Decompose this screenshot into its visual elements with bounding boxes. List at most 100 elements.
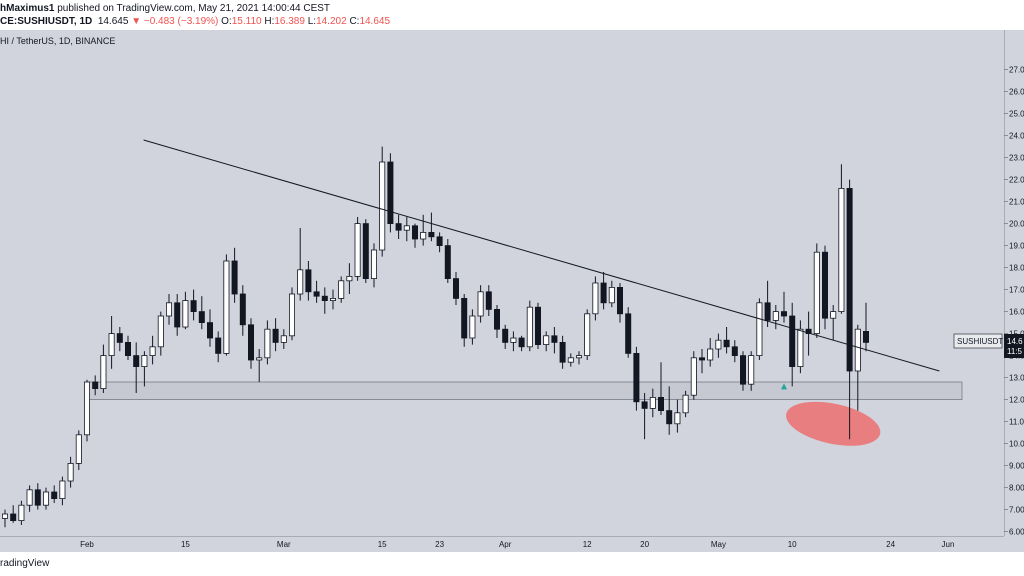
y-tick-label: 27.00 — [1009, 66, 1024, 75]
candle-up — [223, 260, 230, 354]
price-tag-symbol: SUSHIUSDT — [957, 337, 1003, 346]
candle-down — [617, 286, 624, 315]
candle-up — [608, 286, 615, 304]
candle-up — [690, 357, 697, 396]
candle-down — [215, 337, 222, 354]
open-label: O: — [221, 16, 232, 27]
candle-up — [256, 357, 263, 361]
candle-up — [59, 480, 66, 500]
x-tick-label: 10 — [788, 540, 797, 549]
candle-up — [297, 269, 304, 295]
y-tick-label: 23.00 — [1009, 154, 1024, 163]
candle-down — [231, 260, 238, 295]
close-label: C: — [349, 16, 360, 27]
x-tick-label: May — [711, 540, 726, 549]
candle-up — [772, 311, 779, 321]
candle-down — [387, 161, 394, 224]
x-tick-label: Apr — [499, 540, 512, 549]
candle-down — [174, 302, 181, 328]
ohlc-line: CE:SUSHIUSDT, 1D 14.645 ▼ −0.483 (−3.19%… — [0, 16, 390, 27]
change-arrow-icon: ▼ — [131, 16, 142, 27]
tradingview-brand[interactable]: radingView — [0, 558, 50, 569]
candle-up — [576, 355, 583, 359]
candle-up — [75, 434, 82, 464]
y-tick-label: 13.00 — [1009, 374, 1024, 383]
candle-down — [444, 245, 451, 280]
chart-symbol-legend: HI / TetherUS, 1D, BINANCE — [0, 36, 116, 46]
candle-up — [567, 357, 574, 363]
y-tick-label: 12.00 — [1009, 396, 1024, 405]
resistance-trendline[interactable] — [143, 139, 940, 372]
y-tick-label: 19.00 — [1009, 242, 1024, 251]
candles — [2, 146, 870, 528]
candle-up — [477, 291, 484, 317]
candle-up — [403, 225, 410, 231]
candle-down — [362, 223, 369, 280]
candle-down — [641, 401, 648, 409]
candle-down — [863, 330, 870, 343]
candle-down — [723, 339, 730, 348]
candle-down — [51, 491, 58, 499]
y-tick-label: 18.00 — [1009, 264, 1024, 273]
highlight-ellipse[interactable] — [782, 394, 884, 453]
candle-up — [338, 280, 345, 299]
candle-down — [116, 333, 123, 343]
y-tick-label: 20.00 — [1009, 220, 1024, 229]
support-zone[interactable] — [86, 381, 963, 400]
candle-down — [305, 269, 312, 293]
author-name[interactable]: hMaximus1 — [0, 3, 55, 14]
x-tick-label: 12 — [583, 540, 592, 549]
close-value: 14.645 — [359, 16, 391, 27]
up-arrow-icon — [781, 383, 787, 390]
candle-up — [26, 489, 33, 506]
candle-up — [67, 462, 74, 482]
candle-up — [288, 293, 295, 337]
candle-up — [329, 297, 336, 301]
publish-info: published on TradingView.com, May 21, 20… — [57, 3, 331, 14]
x-tick-label: 23 — [435, 540, 444, 549]
axis-corner — [1004, 536, 1024, 552]
price-axis[interactable] — [1004, 30, 1024, 536]
candle-down — [92, 381, 99, 389]
price-tag: SUSHIUSDT 14.6 11:5 — [953, 333, 1024, 358]
y-tick-label: 7.00 — [1009, 506, 1024, 515]
candle-up — [379, 161, 386, 251]
x-tick-label: 15 — [378, 540, 387, 549]
high-label: H: — [264, 16, 275, 27]
candle-down — [461, 297, 468, 339]
candle-up — [165, 302, 172, 317]
candle-down — [658, 396, 665, 411]
high-value: 16.389 — [274, 16, 305, 27]
y-tick-label: 21.00 — [1009, 198, 1024, 207]
candle-down — [551, 335, 558, 343]
y-tick-label: 6.00 — [1009, 528, 1024, 537]
candle-up — [108, 333, 115, 357]
y-tick-label: 11.00 — [1009, 418, 1024, 427]
candle-down — [600, 282, 607, 304]
candle-down — [789, 315, 796, 367]
y-tick-label: 17.00 — [1009, 286, 1024, 295]
candle-up — [18, 504, 25, 522]
chart-plot-area[interactable] — [0, 30, 1004, 536]
time-axis[interactable] — [0, 536, 1004, 553]
candle-down — [846, 187, 853, 372]
y-tick-label: 9.00 — [1009, 462, 1024, 471]
candle-down — [666, 410, 673, 425]
x-tick-label: 15 — [181, 540, 190, 549]
candle-down — [10, 513, 17, 521]
candle-up — [543, 335, 550, 345]
symbol-label: CE:SUSHIUSDT, 1D — [0, 16, 93, 27]
candle-down — [133, 355, 140, 368]
candle-up — [264, 328, 271, 359]
candle-up — [157, 315, 164, 348]
candle-down — [502, 328, 509, 343]
candle-down — [731, 346, 738, 356]
candle-down — [411, 225, 418, 240]
candle-up — [43, 491, 50, 506]
candle-down — [822, 251, 829, 319]
publish-line: hMaximus1 published on TradingView.com, … — [0, 3, 330, 14]
candle-up — [592, 282, 599, 315]
x-tick-label: Mar — [277, 540, 291, 549]
candle-down — [535, 306, 542, 346]
